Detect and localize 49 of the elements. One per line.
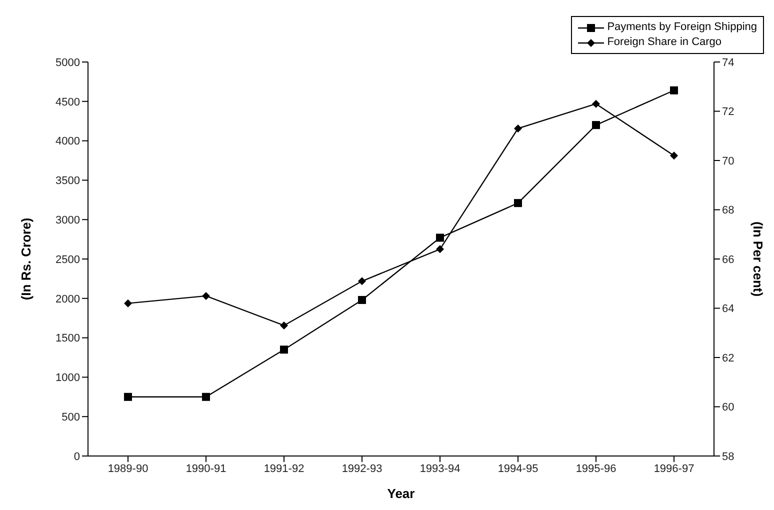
x-tick-label: 1992-93 — [342, 462, 382, 475]
point — [670, 152, 678, 160]
y-tick-label: 5000 — [56, 56, 80, 69]
y2-tick-label: 64 — [722, 303, 734, 316]
point — [358, 277, 366, 286]
y-tick-label: 4000 — [56, 136, 80, 148]
point — [124, 392, 132, 401]
point — [202, 392, 210, 401]
y-tick-label: 4500 — [56, 96, 80, 108]
y2-tick-label: 58 — [722, 450, 734, 463]
point — [280, 321, 288, 330]
x-tick-label: 1989-90 — [108, 462, 148, 475]
point — [592, 100, 600, 108]
y2-tick-label: 60 — [722, 402, 734, 414]
y-tick-label: 3000 — [56, 214, 80, 227]
y2-tick-label: 74 — [722, 56, 734, 69]
point — [280, 346, 288, 354]
x-axis-title: Year — [387, 486, 415, 501]
y2-tick-label: 68 — [722, 204, 734, 217]
point — [436, 245, 444, 254]
y-tick-label: 2000 — [56, 293, 80, 306]
point — [514, 199, 522, 208]
y-tick-label: 1000 — [56, 372, 80, 384]
legend-label: Payments by Foreign Shipping — [607, 20, 757, 35]
x-tick-label: 1993-94 — [420, 462, 460, 475]
y-tick-label: 500 — [62, 412, 80, 424]
y2-tick-label: 62 — [722, 352, 734, 364]
x-tick-label: 1995-96 — [576, 462, 616, 475]
point — [592, 121, 600, 130]
point — [670, 86, 678, 94]
point — [202, 292, 210, 300]
x-tick-label: 1996-97 — [654, 462, 694, 475]
y-axis-title: (In Rs. Crore) — [18, 218, 34, 300]
x-tick-label: 1994-95 — [498, 462, 538, 475]
y2-tick-label: 70 — [722, 155, 734, 168]
y-tick-label: 1500 — [56, 332, 80, 345]
y-tick-label: 3500 — [56, 175, 80, 188]
x-tick-label: 1991-92 — [264, 462, 304, 475]
point — [514, 124, 522, 132]
point — [124, 299, 132, 308]
y2-tick-label: 72 — [722, 106, 734, 118]
y2-axis-title: (In Per cent) — [750, 221, 766, 297]
y2-tick-label: 66 — [722, 254, 734, 266]
point — [358, 296, 366, 304]
y-tick-label: 2500 — [56, 254, 80, 266]
x-tick-label: 1990-91 — [186, 462, 226, 475]
legend-label: Foreign Share in Cargo — [607, 35, 722, 50]
point — [436, 234, 444, 242]
y-tick-label: 0 — [74, 450, 80, 463]
